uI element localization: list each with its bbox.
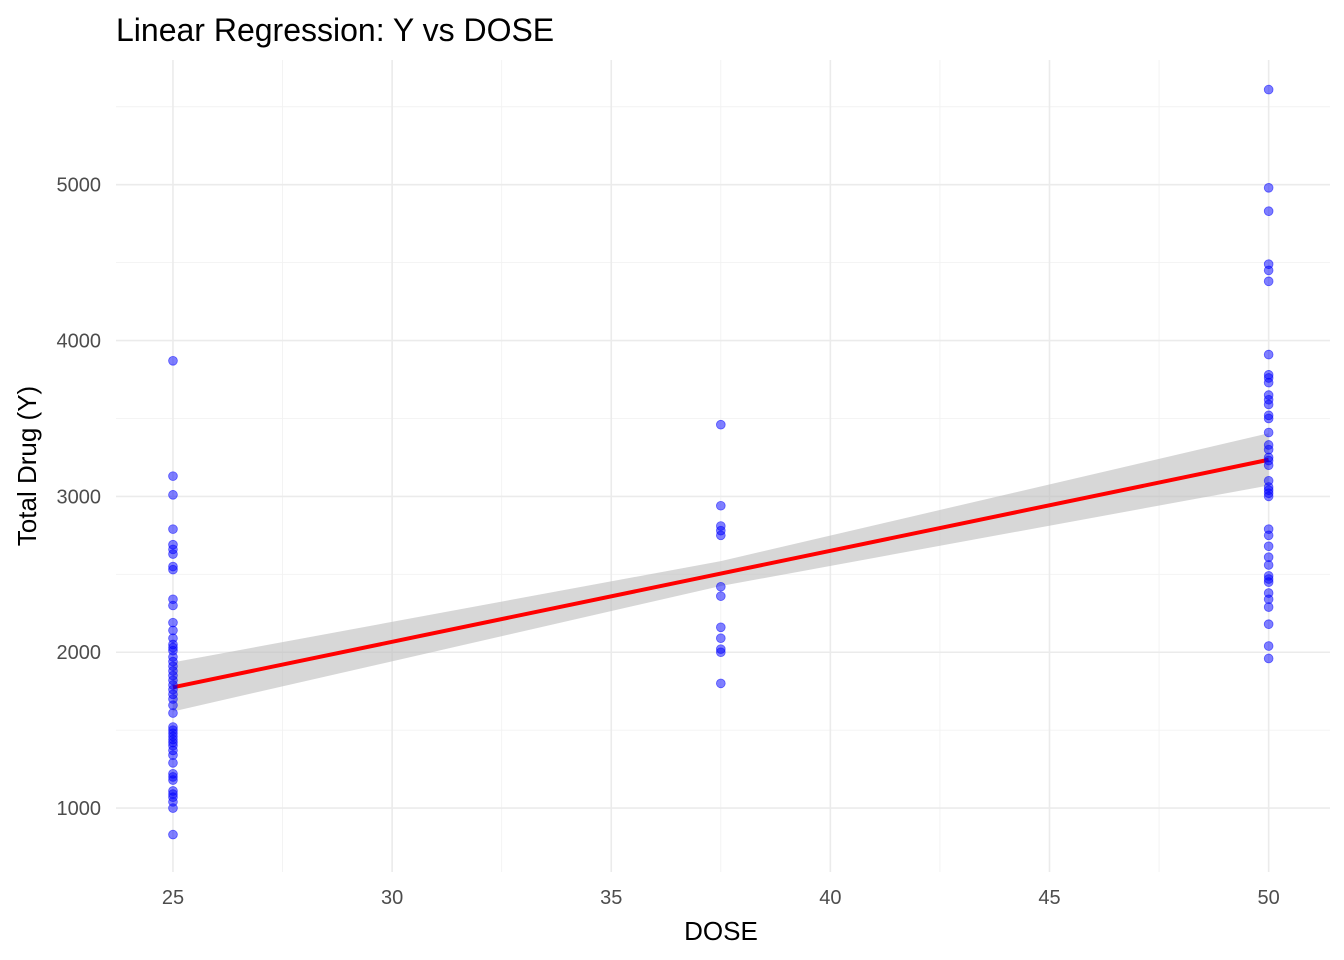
data-point <box>1263 84 1274 95</box>
y-tick-label: 3000 <box>57 486 102 508</box>
data-point <box>1263 530 1274 541</box>
y-axis-ticks: 1000 2000 3000 4000 5000 <box>57 175 102 820</box>
chart-title: Linear Regression: Y vs DOSE <box>116 12 554 48</box>
data-point <box>716 419 726 430</box>
data-point <box>1263 641 1274 651</box>
data-point <box>716 633 726 644</box>
data-point <box>168 829 178 840</box>
data-point <box>716 622 726 633</box>
data-point <box>1263 399 1274 410</box>
data-point <box>168 758 178 768</box>
x-tick-label: 40 <box>819 887 841 909</box>
data-point <box>1263 349 1274 360</box>
data-point <box>1263 413 1274 424</box>
data-point <box>1263 560 1274 570</box>
y-axis-title: Total Drug (Y) <box>12 386 42 546</box>
x-tick-label: 25 <box>162 887 184 909</box>
regression-line <box>172 457 1270 690</box>
data-point <box>168 600 178 611</box>
x-tick-label: 50 <box>1258 887 1280 909</box>
data-point <box>1263 602 1274 612</box>
data-point <box>168 549 178 559</box>
data-point <box>716 581 726 592</box>
data-point <box>168 803 178 813</box>
data-points-layer <box>168 84 1274 840</box>
data-point <box>168 471 178 481</box>
data-point <box>168 708 178 718</box>
data-point <box>168 564 178 575</box>
x-tick-label: 30 <box>381 887 403 909</box>
data-point <box>716 500 726 511</box>
data-point <box>168 524 178 534</box>
data-point <box>1263 183 1274 193</box>
data-point <box>168 775 178 785</box>
data-point <box>1263 206 1274 216</box>
data-point <box>1263 460 1274 471</box>
data-point <box>1263 265 1274 276</box>
y-tick-label: 2000 <box>57 642 102 664</box>
x-tick-label: 45 <box>1038 887 1060 909</box>
x-axis-title: DOSE <box>684 916 758 946</box>
x-tick-label: 35 <box>600 887 622 909</box>
regression-line-layer <box>172 457 1270 690</box>
data-point <box>1263 653 1274 664</box>
data-point <box>168 355 178 366</box>
data-point <box>1263 377 1274 388</box>
y-tick-label: 4000 <box>57 331 102 353</box>
y-tick-label: 1000 <box>57 798 102 820</box>
data-point <box>716 647 726 658</box>
data-point <box>716 530 726 541</box>
data-point <box>1263 619 1274 629</box>
data-point <box>716 591 726 601</box>
data-point <box>716 678 726 689</box>
data-point <box>1263 577 1274 587</box>
data-point <box>1263 541 1274 552</box>
data-point <box>1263 276 1274 287</box>
data-point <box>168 490 178 500</box>
y-tick-label: 5000 <box>57 175 102 197</box>
data-point <box>1263 427 1274 438</box>
x-axis-ticks: 25 30 35 40 45 50 <box>162 887 1280 909</box>
data-point <box>1263 491 1274 502</box>
